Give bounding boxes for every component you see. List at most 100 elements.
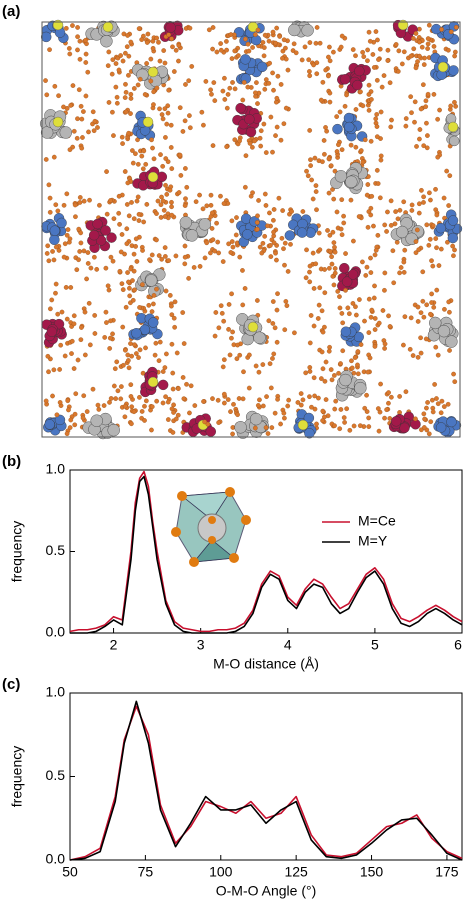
oxygen-atom — [332, 406, 338, 412]
oxygen-atom — [416, 201, 422, 207]
oxygen-atom — [446, 299, 452, 305]
x-tick-label: 2 — [110, 637, 118, 653]
oxygen-atom — [68, 417, 74, 423]
oxygen-atom — [358, 148, 364, 153]
oxygen-atom — [81, 248, 87, 254]
oxygen-atom — [69, 338, 75, 344]
oxygen-atom — [225, 487, 235, 497]
oxygen-atom — [329, 254, 334, 260]
oxygen-atom — [163, 394, 168, 400]
oxygen-atom — [182, 261, 188, 267]
oxygen-atom — [224, 144, 230, 150]
oxygen-atom — [212, 333, 218, 339]
oxygen-atom — [343, 288, 348, 293]
oxygen-atom — [243, 153, 249, 159]
oxygen-atom — [307, 69, 312, 74]
oxygen-atom — [58, 342, 64, 348]
oxygen-atom — [418, 350, 424, 356]
metal-atom — [437, 324, 451, 338]
oxygen-atom — [47, 195, 53, 201]
oxygen-atom — [171, 527, 181, 537]
oxygen-atom — [409, 110, 414, 116]
oxygen-atom — [433, 236, 439, 241]
oxygen-atom — [281, 121, 287, 127]
oxygen-atom — [169, 212, 175, 218]
oxygen-atom — [189, 557, 199, 567]
oxygen-atom — [71, 128, 77, 134]
oxygen-atom — [273, 133, 278, 138]
oxygen-atom — [413, 416, 418, 422]
oxygen-atom — [326, 348, 332, 354]
oxygen-atom — [417, 26, 422, 32]
oxygen-atom — [141, 148, 147, 154]
oxygen-atom — [317, 285, 323, 291]
oxygen-atom — [254, 220, 260, 225]
oxygen-atom — [408, 315, 414, 321]
oxygen-atom — [169, 36, 174, 42]
oxygen-atom — [183, 196, 188, 202]
oxygen-atom — [316, 302, 322, 308]
oxygen-atom — [91, 128, 97, 134]
oxygen-atom — [313, 261, 319, 267]
oxygen-atom — [92, 254, 97, 260]
oxygen-atom — [121, 362, 126, 368]
oxygen-atom — [245, 84, 251, 90]
oxygen-atom — [322, 151, 327, 157]
oxygen-atom — [154, 85, 160, 91]
oxygen-atom — [120, 324, 126, 330]
oxygen-atom — [229, 553, 239, 563]
oxygen-atom — [124, 202, 130, 207]
oxygen-atom — [126, 72, 131, 78]
oxygen-atom — [106, 100, 112, 105]
oxygen-atom — [327, 344, 332, 350]
oxygen-atom — [66, 46, 72, 51]
oxygen-atom — [222, 400, 227, 406]
oxygen-atom — [313, 40, 319, 46]
oxygen-atom — [283, 299, 289, 304]
oxygen-atom — [364, 264, 370, 270]
oxygen-atom — [413, 239, 419, 244]
oxygen-atom — [389, 117, 394, 123]
oxygen-atom — [43, 157, 49, 162]
oxygen-atom — [347, 311, 352, 317]
oxygen-atom — [393, 42, 399, 47]
oxygen-atom — [150, 145, 155, 151]
oxygen-atom — [424, 405, 429, 411]
oxygen-atom — [375, 37, 380, 43]
oxygen-atom — [176, 190, 182, 195]
oxygen-atom — [78, 103, 84, 109]
y-axis-label: frequency — [9, 521, 25, 582]
oxygen-atom — [131, 268, 137, 274]
oxygen-atom — [156, 39, 161, 45]
y-tick-label: 0.5 — [46, 767, 66, 783]
metal-atom — [435, 422, 447, 433]
oxygen-atom — [144, 61, 149, 66]
oxygen-atom — [339, 147, 345, 152]
oxygen-atom — [114, 100, 120, 106]
oxygen-atom — [184, 381, 189, 387]
oxygen-atom — [129, 421, 134, 427]
oxygen-atom — [355, 349, 361, 354]
oxygen-atom — [417, 136, 422, 142]
oxygen-atom — [125, 270, 130, 275]
data-line — [69, 700, 463, 861]
oxygen-atom — [430, 397, 435, 403]
oxygen-atom — [394, 239, 400, 245]
oxygen-atom — [311, 286, 317, 291]
oxygen-atom — [106, 49, 112, 55]
oxygen-atom — [108, 396, 114, 401]
oxygen-atom — [334, 209, 340, 215]
oxygen-atom — [139, 37, 145, 42]
oxygen-atom — [136, 218, 142, 223]
oxygen-atom — [173, 47, 179, 53]
oxygen-atom — [95, 125, 100, 130]
oxygen-atom — [311, 62, 316, 68]
oxygen-atom — [382, 288, 387, 293]
oxygen-atom — [250, 45, 255, 50]
oxygen-atom — [105, 283, 111, 289]
oxygen-atom — [221, 201, 227, 206]
oxygen-atom — [289, 209, 294, 214]
oxygen-atom — [307, 128, 313, 133]
oxygen-atom — [44, 92, 50, 98]
oxygen-atom — [365, 224, 371, 230]
